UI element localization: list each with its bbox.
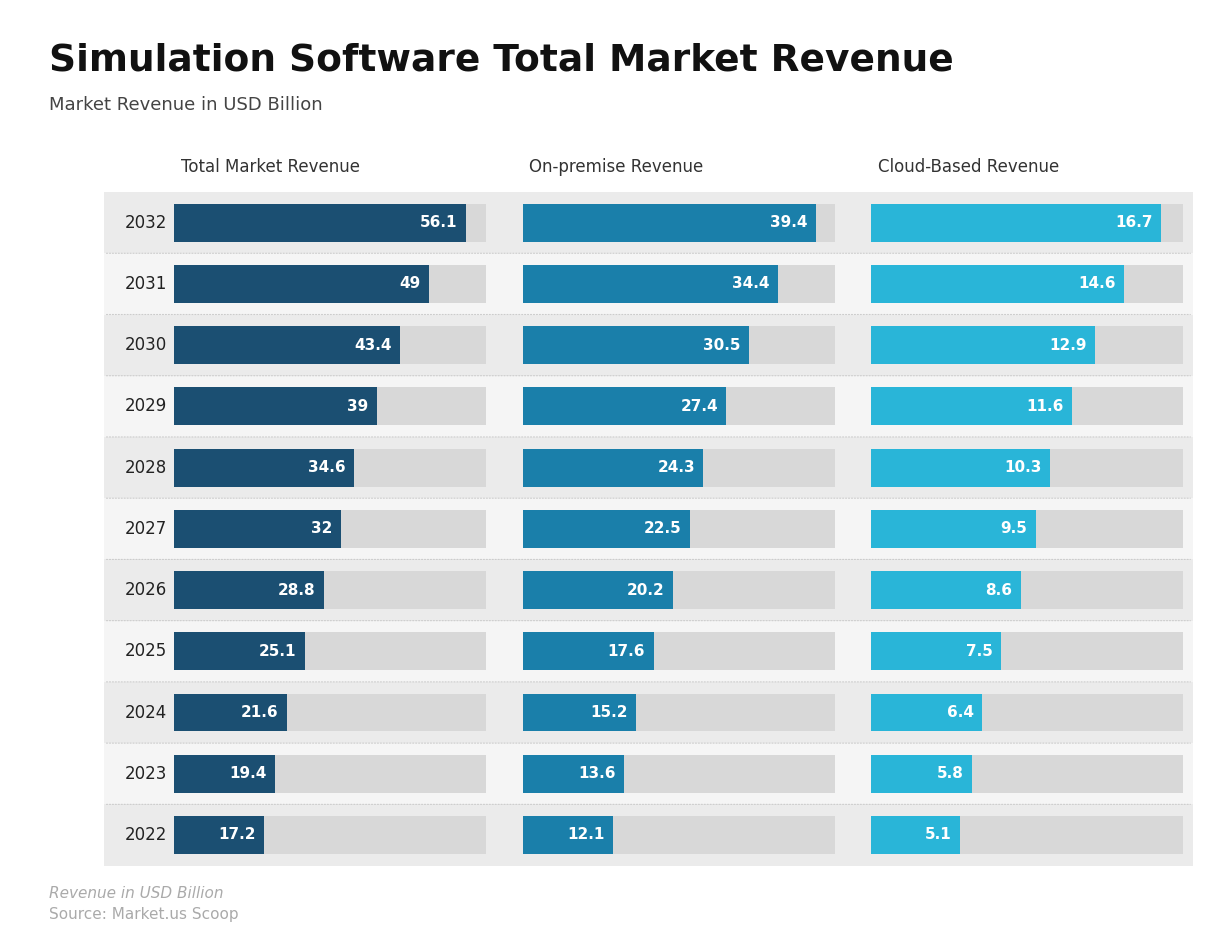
Text: 56.1: 56.1: [420, 215, 458, 230]
Text: 22.5: 22.5: [644, 521, 682, 536]
Text: 2022: 2022: [124, 826, 167, 844]
Text: 8.6: 8.6: [985, 583, 1011, 598]
Text: 39: 39: [348, 399, 368, 413]
Text: 30.5: 30.5: [704, 338, 741, 353]
Text: 17.2: 17.2: [218, 828, 255, 843]
Text: 24.3: 24.3: [658, 460, 695, 475]
Text: 34.6: 34.6: [309, 460, 345, 475]
Text: 15.2: 15.2: [589, 705, 627, 720]
Text: Total Market Revenue: Total Market Revenue: [181, 158, 360, 176]
Text: 32: 32: [311, 521, 332, 536]
Text: Cloud-Based Revenue: Cloud-Based Revenue: [877, 158, 1059, 176]
Text: Source: Market.us Scoop: Source: Market.us Scoop: [49, 907, 238, 922]
Text: 25.1: 25.1: [259, 644, 296, 658]
Text: 17.6: 17.6: [608, 644, 645, 658]
Text: 2024: 2024: [124, 704, 167, 722]
Text: 28.8: 28.8: [278, 583, 316, 598]
Text: 2030: 2030: [124, 336, 167, 354]
Text: 2026: 2026: [124, 581, 167, 599]
Text: On-premise Revenue: On-premise Revenue: [529, 158, 703, 176]
Text: 9.5: 9.5: [1000, 521, 1027, 536]
Text: 2032: 2032: [124, 214, 167, 232]
Text: Market Revenue in USD Billion: Market Revenue in USD Billion: [49, 96, 322, 114]
Text: 2023: 2023: [124, 764, 167, 782]
Text: 14.6: 14.6: [1078, 276, 1116, 291]
Text: 12.1: 12.1: [567, 828, 604, 843]
Text: 27.4: 27.4: [681, 399, 717, 413]
Text: 2028: 2028: [124, 459, 167, 477]
Text: 20.2: 20.2: [627, 583, 665, 598]
Text: 2029: 2029: [124, 397, 167, 415]
Text: 2025: 2025: [124, 642, 167, 660]
Text: 43.4: 43.4: [354, 338, 392, 353]
Text: 34.4: 34.4: [732, 276, 770, 291]
Text: 2027: 2027: [124, 519, 167, 538]
Text: 19.4: 19.4: [229, 766, 267, 781]
Text: 5.8: 5.8: [937, 766, 964, 781]
Text: 16.7: 16.7: [1115, 215, 1153, 230]
Text: Simulation Software Total Market Revenue: Simulation Software Total Market Revenue: [49, 43, 954, 79]
Text: 6.4: 6.4: [947, 705, 974, 720]
Text: 49: 49: [399, 276, 421, 291]
Text: 12.9: 12.9: [1049, 338, 1087, 353]
Text: 5.1: 5.1: [925, 828, 952, 843]
Text: 10.3: 10.3: [1004, 460, 1042, 475]
Text: 13.6: 13.6: [578, 766, 615, 781]
Text: 7.5: 7.5: [966, 644, 993, 658]
Text: Revenue in USD Billion: Revenue in USD Billion: [49, 885, 223, 901]
Text: 2031: 2031: [124, 275, 167, 293]
Text: 11.6: 11.6: [1026, 399, 1064, 413]
Text: 21.6: 21.6: [240, 705, 278, 720]
Text: 39.4: 39.4: [770, 215, 808, 230]
